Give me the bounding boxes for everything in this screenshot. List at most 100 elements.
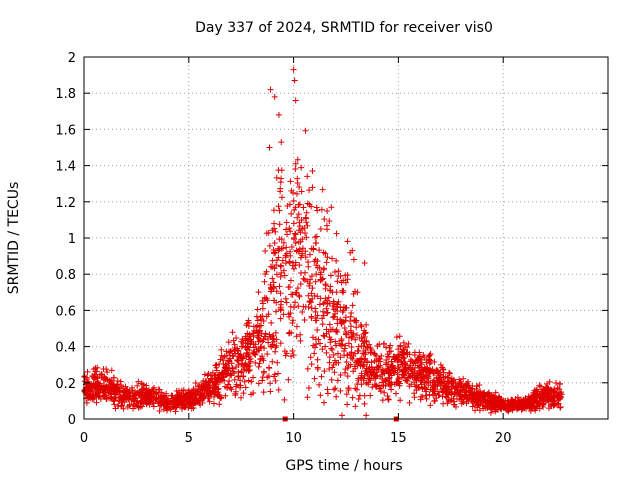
data-point (304, 200, 311, 207)
data-point (409, 358, 416, 365)
data-point (407, 356, 414, 363)
data-point (306, 251, 313, 258)
data-point (286, 329, 293, 336)
data-point (304, 173, 311, 180)
data-point (301, 276, 308, 283)
data-point (147, 393, 154, 400)
data-point (277, 290, 284, 297)
data-point (388, 386, 395, 393)
data-point (375, 366, 382, 373)
data-point (385, 361, 392, 368)
data-point (313, 204, 320, 211)
data-point (330, 306, 337, 313)
data-point (344, 352, 351, 359)
data-point (252, 341, 259, 348)
peak-point (292, 160, 299, 167)
data-point (324, 309, 331, 316)
data-point (554, 393, 561, 400)
data-point (394, 356, 401, 363)
data-point (295, 248, 302, 255)
data-point (332, 385, 339, 392)
data-point (185, 389, 192, 396)
data-point (390, 353, 397, 360)
data-point (143, 382, 150, 389)
data-point (304, 394, 311, 401)
data-point (396, 333, 403, 340)
data-point (421, 385, 428, 392)
data-point (299, 308, 306, 315)
data-point (417, 377, 424, 384)
data-point (470, 390, 477, 397)
data-point (318, 373, 325, 380)
data-point (271, 265, 278, 272)
data-point (257, 356, 264, 363)
data-point (296, 183, 303, 190)
data-point (540, 403, 547, 410)
data-point (411, 390, 418, 397)
data-point (270, 283, 277, 290)
data-point (138, 380, 145, 387)
data-point (415, 354, 422, 361)
data-point (303, 234, 310, 241)
data-point (257, 337, 264, 344)
data-point (337, 354, 344, 361)
data-point (486, 393, 493, 400)
data-point (260, 369, 267, 376)
data-point (274, 359, 281, 366)
data-point (273, 262, 280, 269)
data-point (140, 381, 147, 388)
data-point (188, 398, 195, 405)
data-point (388, 358, 395, 365)
data-point (358, 370, 365, 377)
data-point (204, 394, 211, 401)
data-point (368, 350, 375, 357)
data-point (288, 353, 295, 360)
data-point (283, 244, 290, 251)
data-point (92, 368, 99, 375)
data-point (155, 399, 162, 406)
data-point (411, 352, 418, 359)
data-point (156, 407, 163, 414)
data-point (329, 255, 336, 262)
data-point (342, 342, 349, 349)
data-point (307, 297, 314, 304)
data-point (129, 387, 136, 394)
data-point (387, 342, 394, 349)
data-point (245, 317, 252, 324)
data-point (292, 231, 299, 238)
data-point (463, 391, 470, 398)
y-tick-label: 1.8 (55, 87, 76, 102)
data-point (296, 223, 303, 230)
data-point (287, 228, 294, 235)
data-point (239, 361, 246, 368)
y-tick-label: 1.2 (55, 196, 76, 211)
data-point (399, 371, 406, 378)
data-point (101, 373, 108, 380)
data-point (277, 185, 284, 192)
data-point (316, 301, 323, 308)
data-point (307, 354, 314, 361)
data-point (548, 394, 555, 401)
data-point (362, 330, 369, 337)
data-point (431, 390, 438, 397)
data-point (277, 301, 284, 308)
data-point (83, 399, 90, 406)
data-point (216, 401, 223, 408)
data-point (294, 285, 301, 292)
data-point (437, 380, 444, 387)
data-point (320, 332, 327, 339)
data-point (230, 368, 237, 375)
y-tick-label: 1.4 (55, 160, 76, 175)
data-point (180, 403, 187, 410)
data-point (103, 366, 110, 373)
data-point (532, 387, 539, 394)
data-point (286, 258, 293, 265)
data-point (244, 343, 251, 350)
data-point (299, 245, 306, 252)
data-point (450, 395, 457, 402)
data-point (279, 257, 286, 264)
data-point (542, 390, 549, 397)
data-point (343, 391, 350, 398)
data-point (326, 287, 333, 294)
data-point (403, 349, 410, 356)
